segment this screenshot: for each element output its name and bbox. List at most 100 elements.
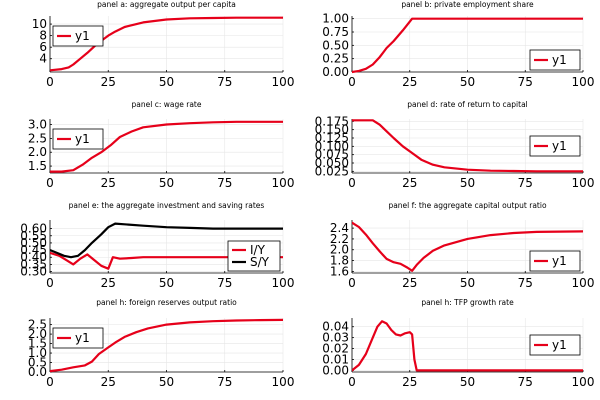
panel-8: 0 25 50 75 100 0.000.010.020.030.04 panel h: T… <box>322 298 594 389</box>
y-tick-label: 1.8 <box>330 254 349 268</box>
y-tick-label: 0.02 <box>322 342 349 356</box>
x-tick-label: 75 <box>217 375 232 389</box>
y-tick-label: 0.00 <box>322 363 349 377</box>
legend-label: y1 <box>552 338 567 352</box>
y-tick-label: 10 <box>32 17 47 31</box>
x-tick-label: 100 <box>572 276 595 290</box>
legend: y1 <box>529 49 581 71</box>
y-tick-label: 0.50 <box>322 38 349 52</box>
legend: y1 <box>52 128 104 150</box>
x-tick-label: 50 <box>460 75 475 89</box>
panel-3: 0 25 50 75 100 1.52.02.53.0 panel c: wage rate… <box>28 100 295 190</box>
panel-title: panel e: the aggregate investment and sa… <box>69 201 265 210</box>
y-tick-label: 1.0 <box>28 346 47 360</box>
legend-label: S/Y <box>250 255 270 269</box>
legend: y1 <box>52 25 104 47</box>
y-tick-label: 2.2 <box>330 232 349 246</box>
panel-6: 0 25 50 75 100 1.61.82.02.22.4 panel f: the ag… <box>330 201 595 290</box>
legend-box <box>529 49 581 71</box>
y-tick-label: 0.050 <box>315 156 349 170</box>
panel-title: panel a: aggregate output per capita <box>97 0 236 9</box>
x-tick-label: 100 <box>272 75 295 89</box>
y-tick-label: 2.4 <box>330 221 349 235</box>
series-line-y1 <box>352 221 583 272</box>
x-tick-label: 100 <box>272 375 295 389</box>
x-tick-label: 50 <box>159 75 174 89</box>
y-tick-label: 0.01 <box>322 352 349 366</box>
x-tick-label: 75 <box>518 75 533 89</box>
x-tick-label: 0 <box>348 176 356 190</box>
y-tick-label: 2.5 <box>28 318 47 332</box>
x-tick-label: 50 <box>159 375 174 389</box>
legend-box <box>529 334 581 356</box>
legend-box <box>52 327 104 349</box>
y-tick-label: 0.025 <box>315 164 349 178</box>
x-tick-label: 75 <box>217 176 232 190</box>
y-tick-label: 0.100 <box>315 139 349 153</box>
y-tick-label: 0.5 <box>28 356 47 370</box>
legend-box <box>52 25 104 47</box>
y-tick-label: 4 <box>39 52 47 66</box>
y-tick-label: 2.0 <box>28 145 47 159</box>
legend-label: y1 <box>552 139 567 153</box>
y-tick-label: 0.40 <box>20 250 47 264</box>
y-tick-label: 1.5 <box>28 159 47 173</box>
x-tick-label: 0 <box>348 375 356 389</box>
panel-7: 0 25 50 75 100 0.00.51.01.52.02.5 panel h: for… <box>28 298 295 389</box>
y-tick-label: 0.125 <box>315 131 349 145</box>
x-tick-label: 0 <box>46 375 54 389</box>
x-tick-label: 25 <box>402 276 417 290</box>
x-tick-label: 75 <box>217 75 232 89</box>
series-line-S/Y <box>50 222 283 259</box>
x-tick-label: 25 <box>101 176 116 190</box>
series-line-y1 <box>352 17 583 74</box>
panel-2: 0 25 50 75 100 0.000.250.500.751.00 panel b: p… <box>322 0 594 89</box>
y-tick-label: 0.75 <box>322 25 349 39</box>
x-tick-label: 25 <box>402 75 417 89</box>
x-tick-label: 50 <box>460 375 475 389</box>
legend-box <box>227 240 281 272</box>
panel-title: panel f: the aggregate capital output ra… <box>388 201 547 210</box>
panel-title: panel b: private employment share <box>401 0 534 9</box>
legend: y1 <box>52 327 104 349</box>
y-tick-label: 0.0 <box>28 365 47 379</box>
series-line-y1 <box>50 16 283 72</box>
legend-box <box>529 250 581 272</box>
y-tick-label: 2.5 <box>28 131 47 145</box>
x-tick-label: 75 <box>518 276 533 290</box>
panel-title: panel h: TFP growth rate <box>421 298 514 307</box>
legend-label: y1 <box>75 331 90 345</box>
panel-4: 0 25 50 75 100 0.0250.0500.0750.1000.1250.150… <box>315 100 595 190</box>
x-tick-label: 0 <box>46 75 54 89</box>
y-tick-label: 3.0 <box>28 118 47 132</box>
series-line-y1 <box>352 119 583 173</box>
legend-label: y1 <box>552 254 567 268</box>
x-tick-label: 25 <box>101 276 116 290</box>
legend: y1 <box>529 334 581 356</box>
legend-label: y1 <box>552 53 567 67</box>
legend: y1 <box>529 250 581 272</box>
y-tick-label: 8 <box>39 29 47 43</box>
series-line-y1 <box>50 318 283 373</box>
x-tick-label: 25 <box>402 375 417 389</box>
x-tick-label: 25 <box>402 176 417 190</box>
x-tick-label: 0 <box>46 176 54 190</box>
y-tick-label: 2.0 <box>330 243 349 257</box>
y-tick-label: 0.45 <box>20 243 47 257</box>
y-tick-label: 0.50 <box>20 236 47 250</box>
x-tick-label: 75 <box>518 176 533 190</box>
x-tick-label: 0 <box>348 75 356 89</box>
x-tick-label: 75 <box>217 276 232 290</box>
y-tick-label: 0.25 <box>322 52 349 66</box>
series-line-y1 <box>352 320 583 372</box>
x-tick-label: 50 <box>460 276 475 290</box>
y-tick-label: 0.04 <box>322 320 349 334</box>
y-tick-label: 0.175 <box>315 114 349 128</box>
y-tick-label: 0.35 <box>20 257 47 271</box>
legend: y1 <box>529 135 581 157</box>
y-tick-label: 6 <box>39 40 47 54</box>
panel-title: panel h: foreign reserves output ratio <box>96 298 237 307</box>
legend-box <box>52 128 104 150</box>
x-tick-label: 100 <box>272 176 295 190</box>
